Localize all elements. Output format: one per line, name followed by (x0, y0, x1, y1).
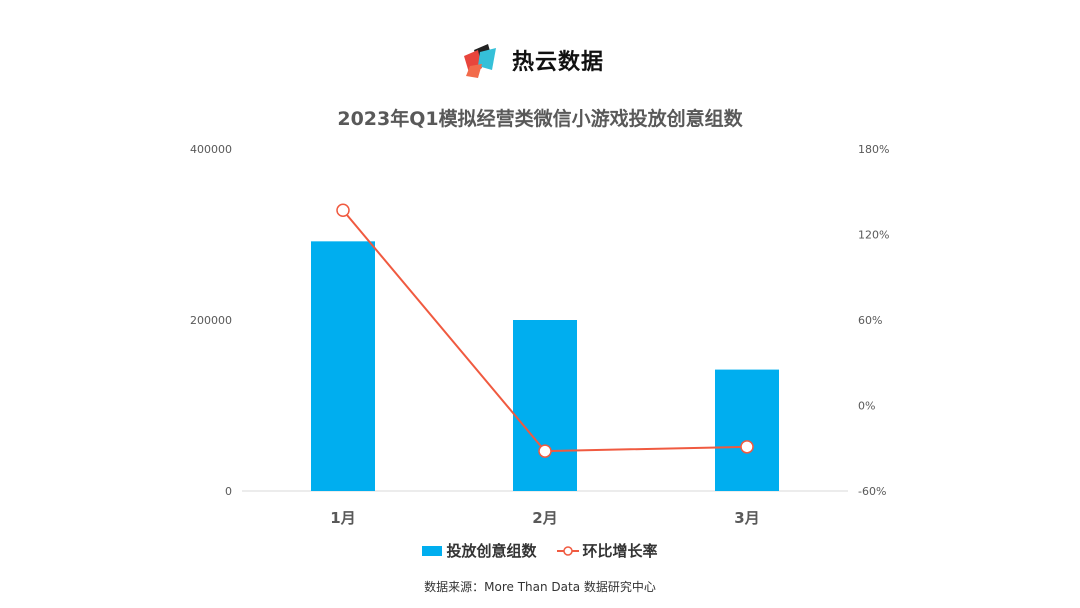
hotcloud-logo-icon (464, 44, 496, 78)
y-left-tick-label: 200000 (190, 314, 232, 327)
x-tick-label: 2月 (532, 509, 557, 527)
chart-legend: 投放创意组数 环比增长率 (0, 540, 1080, 561)
x-tick-label: 3月 (734, 509, 759, 527)
legend-label-line: 环比增长率 (582, 542, 658, 560)
bar-1[interactable] (311, 241, 375, 491)
x-tick-label: 1月 (330, 509, 355, 527)
legend-item-bars[interactable]: 投放创意组数 (422, 540, 537, 561)
line-marker-swatch-icon (556, 545, 579, 556)
growth-rate-point-2[interactable] (538, 444, 552, 458)
y-left-tick-label: 0 (225, 485, 232, 498)
legend-label-bars: 投放创意组数 (446, 542, 537, 560)
brand-logo: 热云数据 (462, 38, 604, 82)
chart-title: 2023年Q1模拟经营类微信小游戏投放创意组数 (337, 108, 743, 130)
y-right-tick-label: 60% (858, 314, 882, 327)
source-note: 数据来源：More Than Data 数据研究中心 (424, 580, 656, 594)
legend-item-line[interactable]: 环比增长率 (556, 540, 658, 561)
growth-rate-point-3[interactable] (740, 440, 754, 454)
y-right-tick-label: 0% (858, 400, 875, 413)
y-left-tick-label: 400000 (190, 143, 232, 156)
brand-name: 热云数据 (512, 50, 605, 75)
y-right-tick-label: 120% (858, 229, 889, 242)
bar-swatch-icon (422, 545, 443, 556)
bar-3[interactable] (715, 369, 779, 491)
growth-rate-point-1[interactable] (336, 203, 350, 218)
y-right-tick-label: -60% (858, 485, 886, 498)
bar-2[interactable] (513, 320, 577, 491)
y-right-tick-label: 180% (858, 143, 889, 156)
